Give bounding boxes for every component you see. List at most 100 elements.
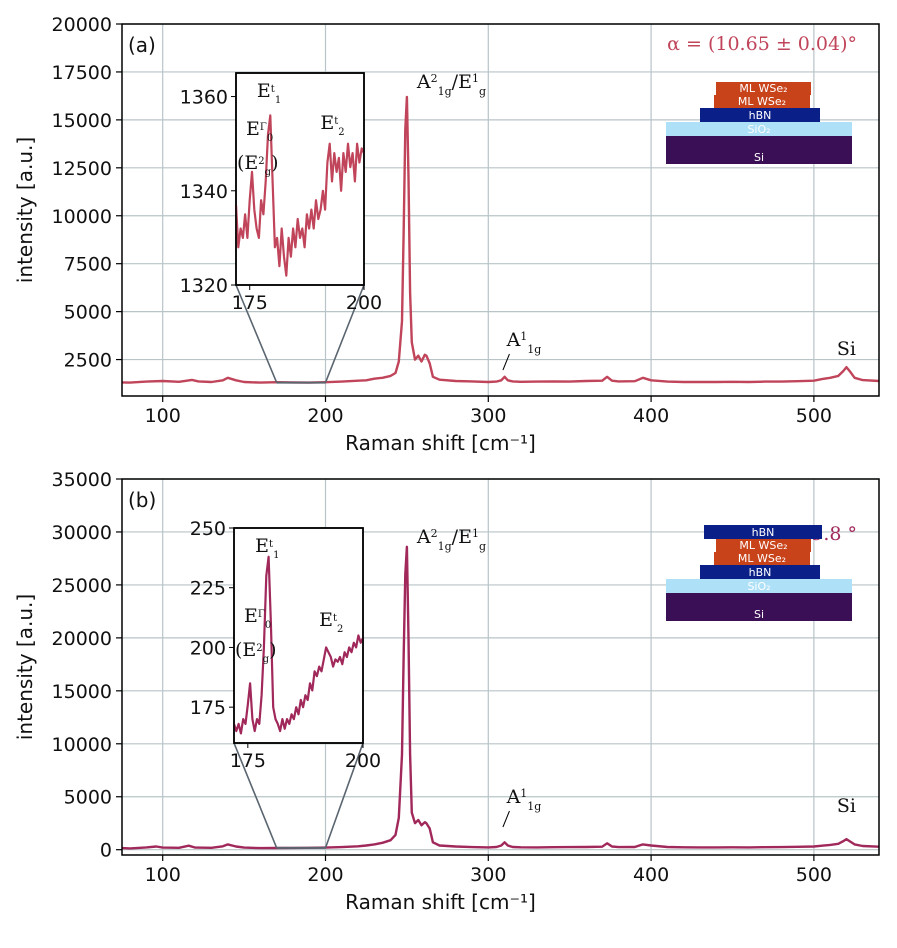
inset-x-tick-label: 175 xyxy=(230,750,266,772)
inset-y-tick-label: 200 xyxy=(190,637,226,659)
label-sup: t xyxy=(269,539,273,550)
label-main: /E xyxy=(452,526,472,548)
x-tick-label: 400 xyxy=(633,864,669,886)
y-tick-label: 30000 xyxy=(52,522,112,544)
a1g1-pointer-line xyxy=(502,810,510,828)
label-sup: 2 xyxy=(256,643,262,654)
y-tick-label: 25000 xyxy=(52,575,112,597)
inset-label-eg2: (E2g) xyxy=(237,152,279,178)
label-sup: Γ xyxy=(260,122,267,133)
label-sup: 1 xyxy=(520,330,527,343)
stack-layer-label: Si xyxy=(754,608,764,621)
y-tick-label: 5000 xyxy=(64,302,112,324)
stack-layer-label: hBN xyxy=(749,566,772,579)
stack-layer-rect xyxy=(700,565,820,579)
x-tick-label: 200 xyxy=(307,864,343,886)
stack-layer-label: hBN xyxy=(749,109,772,122)
stack-layer-label: ML WSe₂ xyxy=(739,539,787,552)
y-tick-label: 20000 xyxy=(52,14,112,36)
label-sup: 2 xyxy=(431,527,438,540)
inset-y-tick-label: 225 xyxy=(190,578,226,600)
label-sup: 1 xyxy=(520,787,527,800)
label-sub: g xyxy=(263,654,270,665)
label-sub: g xyxy=(265,167,272,178)
inset-x-tick-label: 175 xyxy=(232,292,268,314)
label-sup: Γ xyxy=(258,609,265,620)
label-sub: 1g xyxy=(527,800,541,813)
x-tick-label: 100 xyxy=(145,405,181,427)
peak-label-a1g1: A11g xyxy=(506,329,542,356)
x-tick-label: 500 xyxy=(796,864,832,886)
stack-layer-rect xyxy=(666,593,852,621)
label-main: (E xyxy=(235,639,256,661)
label-sup: t xyxy=(333,613,337,624)
inset-spectrum-line xyxy=(232,555,364,735)
panel-label: (b) xyxy=(128,488,156,512)
peak-label-a1g1: A11g xyxy=(506,786,542,813)
label-main: A xyxy=(506,329,521,351)
inset-connector-line xyxy=(324,284,365,383)
stack-layer-label: ML WSe₂ xyxy=(738,95,786,108)
x-tick-label: 300 xyxy=(470,405,506,427)
peak-label-si: Si xyxy=(837,795,856,817)
label-sub: g xyxy=(479,540,486,553)
panel-label: (a) xyxy=(128,33,156,57)
label-sub: 2 xyxy=(338,127,344,138)
stack-layer-rect xyxy=(666,122,852,136)
label-main: ) xyxy=(271,152,278,174)
label-main: ) xyxy=(269,639,276,661)
inset-frame-bg xyxy=(233,527,364,744)
spectrum-line xyxy=(121,545,880,850)
inset-x-tick-label: 200 xyxy=(346,292,382,314)
y-tick-label: 12500 xyxy=(52,158,112,180)
inset-label-e1t: Et1 xyxy=(257,80,281,106)
label-sup: 2 xyxy=(258,156,264,167)
y-tick-label: 15000 xyxy=(52,681,112,703)
inset-label-e2t: Et2 xyxy=(319,609,343,635)
label-sup: t xyxy=(334,116,338,127)
stack-layer-rect xyxy=(714,95,810,108)
label-main: E xyxy=(244,605,258,627)
y-tick-label: 15000 xyxy=(52,110,112,132)
label-sup: 2 xyxy=(431,72,438,85)
inset-connector-line xyxy=(324,742,364,849)
x-tick-label: 100 xyxy=(145,864,181,886)
stack-layer-label: SiO₂ xyxy=(747,580,770,593)
inset-y-tick-label: 175 xyxy=(190,697,226,719)
label-main: A xyxy=(506,786,521,808)
label-sup: 1 xyxy=(472,527,479,540)
stack-layer-label: SiO₂ xyxy=(747,123,770,136)
label-sup: 1 xyxy=(472,72,479,85)
stack-layer-rect xyxy=(666,136,852,164)
label-sub: 2 xyxy=(337,624,343,635)
stack-layer-rect xyxy=(716,82,811,95)
x-axis-label: Raman shift [cm⁻¹] xyxy=(345,890,536,914)
label-main: (E xyxy=(237,152,258,174)
label-main: /E xyxy=(452,71,472,93)
y-tick-label: 20000 xyxy=(52,628,112,650)
a1g1-pointer-line xyxy=(502,353,510,371)
label-sub: 1 xyxy=(275,95,281,106)
inset-y-tick-label: 1360 xyxy=(180,87,228,109)
label-sub: 0 xyxy=(267,133,273,144)
inset-label-eg2: (E2g) xyxy=(235,639,277,665)
panel-a: 100 200 300 400 500 2500 5000 7500 10000 12500 150… xyxy=(13,14,880,455)
y-tick-label: 0 xyxy=(100,840,112,862)
x-axis-label: Raman shift [cm⁻¹] xyxy=(345,431,536,455)
inset-label-e2t: Et2 xyxy=(320,112,344,138)
inset-frame xyxy=(233,527,364,744)
label-main: A xyxy=(416,71,431,93)
y-tick-label: 17500 xyxy=(52,62,112,84)
inset-y-tick-label: 1340 xyxy=(180,181,228,203)
inset-label-e0: EΓ0 xyxy=(246,118,273,144)
x-tick-label: 300 xyxy=(470,864,506,886)
label-sub: g xyxy=(479,85,486,98)
panel-b: 100 200 300 400 5000500010000150002000025000… xyxy=(13,469,880,914)
label-sub: 0 xyxy=(265,620,271,631)
stack-layer-label: hBN xyxy=(752,526,775,539)
label-main: A xyxy=(416,526,431,548)
label-main: E xyxy=(257,80,271,102)
